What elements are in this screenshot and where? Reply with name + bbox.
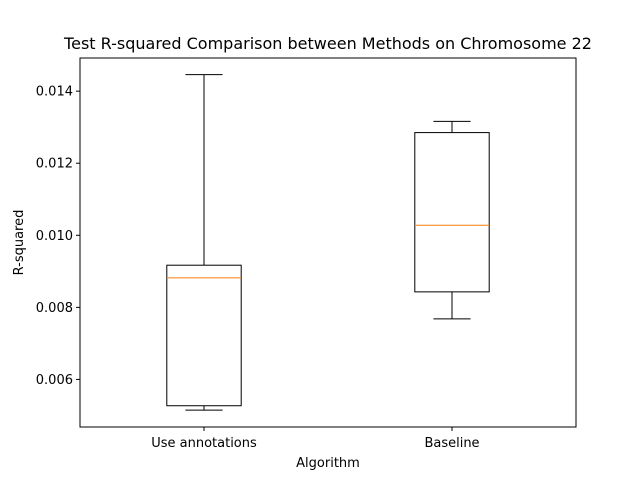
- boxes-group: [166, 74, 490, 411]
- y-tick-label: 0.010: [36, 229, 73, 244]
- y-tick-label: 0.012: [36, 157, 73, 172]
- y-axis-label: R-squared: [12, 210, 27, 276]
- chart-title: Test R-squared Comparison between Method…: [63, 34, 592, 53]
- y-tick-label: 0.014: [36, 85, 73, 100]
- plot-area: [79, 57, 577, 428]
- box-2: [414, 120, 490, 320]
- x-axis-label: Algorithm: [296, 456, 360, 471]
- y-tick-label: 0.006: [36, 373, 73, 388]
- y-tick-label: 0.008: [36, 301, 73, 316]
- x-tick-label: Use annotations: [151, 436, 257, 451]
- x-tick-label: Baseline: [424, 436, 479, 451]
- box-1: [166, 74, 242, 411]
- y-axis: 0.006 0.008 0.010 0.012 0.014: [36, 85, 80, 388]
- iqr-box: [166, 264, 242, 407]
- iqr-box: [414, 132, 490, 293]
- x-axis: Use annotations Baseline: [151, 427, 480, 451]
